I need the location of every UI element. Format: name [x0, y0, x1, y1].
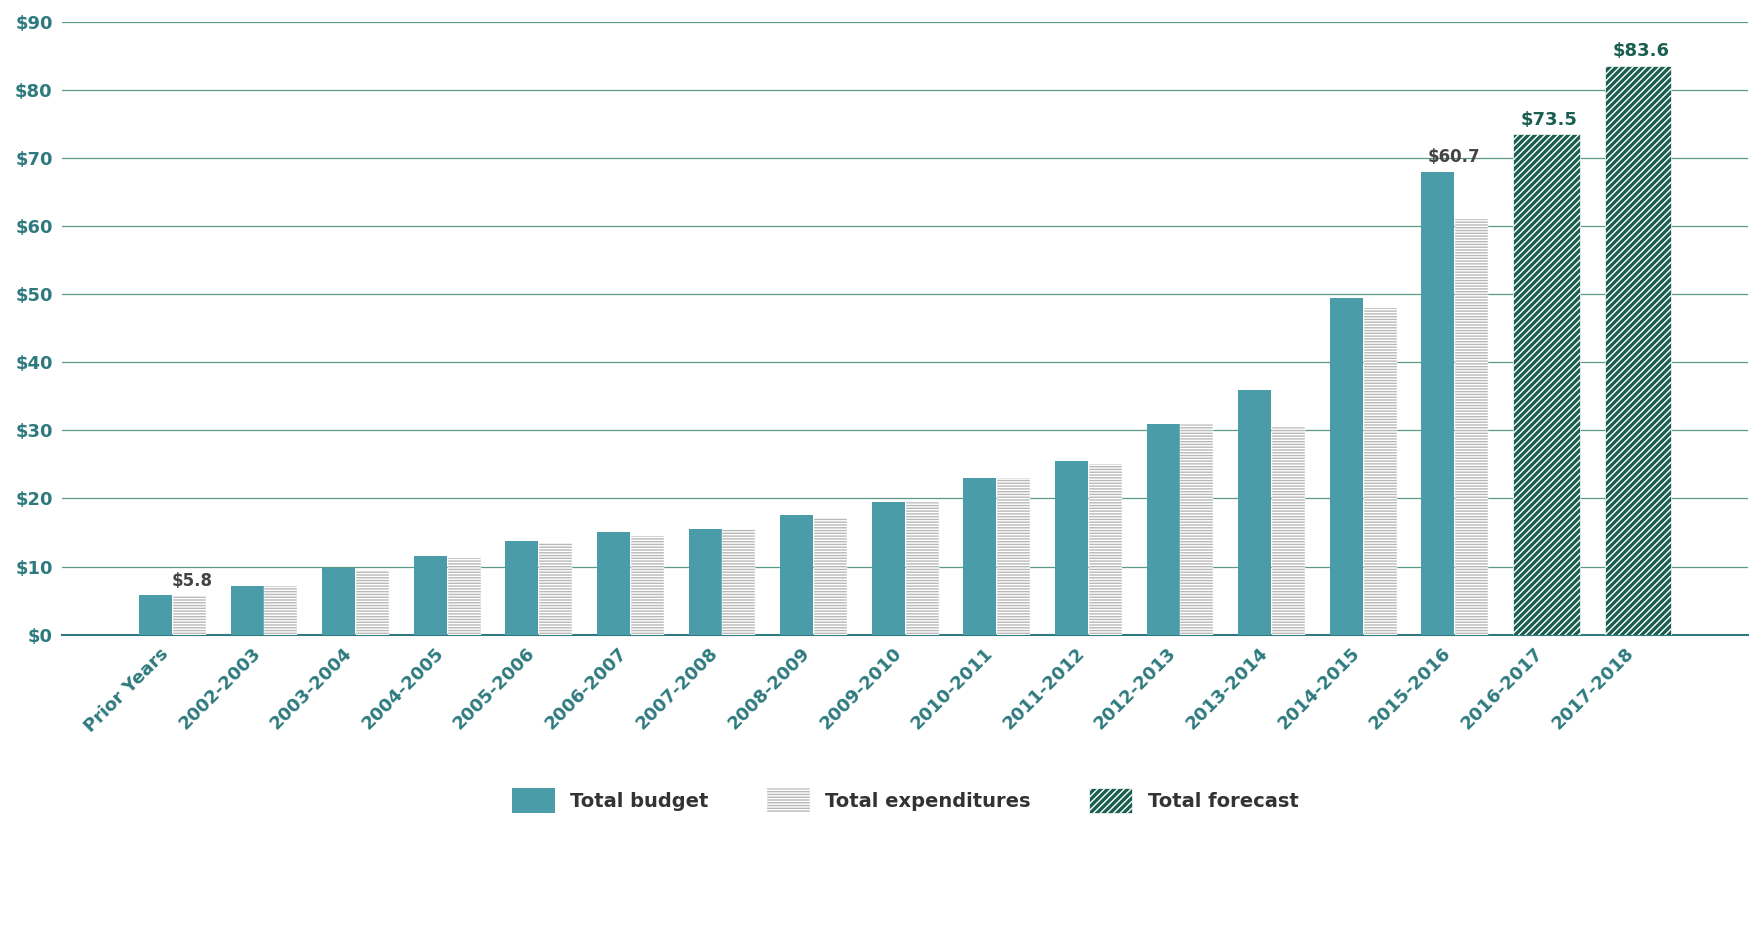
Bar	[723, 529, 755, 635]
Text: $83.6: $83.6	[1613, 42, 1670, 60]
Bar	[1329, 298, 1363, 635]
Bar	[1513, 134, 1580, 635]
Text: $5.8: $5.8	[173, 572, 213, 590]
Bar	[871, 502, 904, 635]
Bar	[506, 541, 538, 635]
Bar	[781, 516, 813, 635]
Bar	[1146, 424, 1179, 635]
Text: $60.7: $60.7	[1428, 148, 1479, 167]
Bar	[323, 568, 354, 635]
Bar	[1054, 461, 1088, 635]
Bar	[356, 570, 390, 635]
Bar	[448, 559, 481, 635]
Bar	[539, 543, 573, 635]
Bar	[139, 595, 173, 635]
Bar	[1238, 389, 1271, 635]
Bar	[173, 596, 206, 635]
Bar	[1273, 427, 1305, 635]
Bar	[1363, 308, 1396, 635]
Bar	[963, 478, 996, 635]
Bar	[1181, 424, 1213, 635]
Bar	[815, 518, 846, 635]
Bar	[1090, 464, 1121, 635]
Bar	[689, 529, 721, 635]
Bar	[906, 502, 938, 635]
Legend: Total budget, Total expenditures, Total forecast: Total budget, Total expenditures, Total …	[504, 781, 1306, 821]
Bar	[1454, 219, 1488, 635]
Bar	[414, 556, 446, 635]
Text: $73.5: $73.5	[1521, 110, 1578, 129]
Bar	[1604, 66, 1671, 635]
Bar	[231, 586, 263, 635]
Bar	[598, 533, 629, 635]
Bar	[998, 478, 1030, 635]
Bar	[1421, 171, 1454, 635]
Bar	[631, 536, 665, 635]
Bar	[264, 586, 298, 635]
